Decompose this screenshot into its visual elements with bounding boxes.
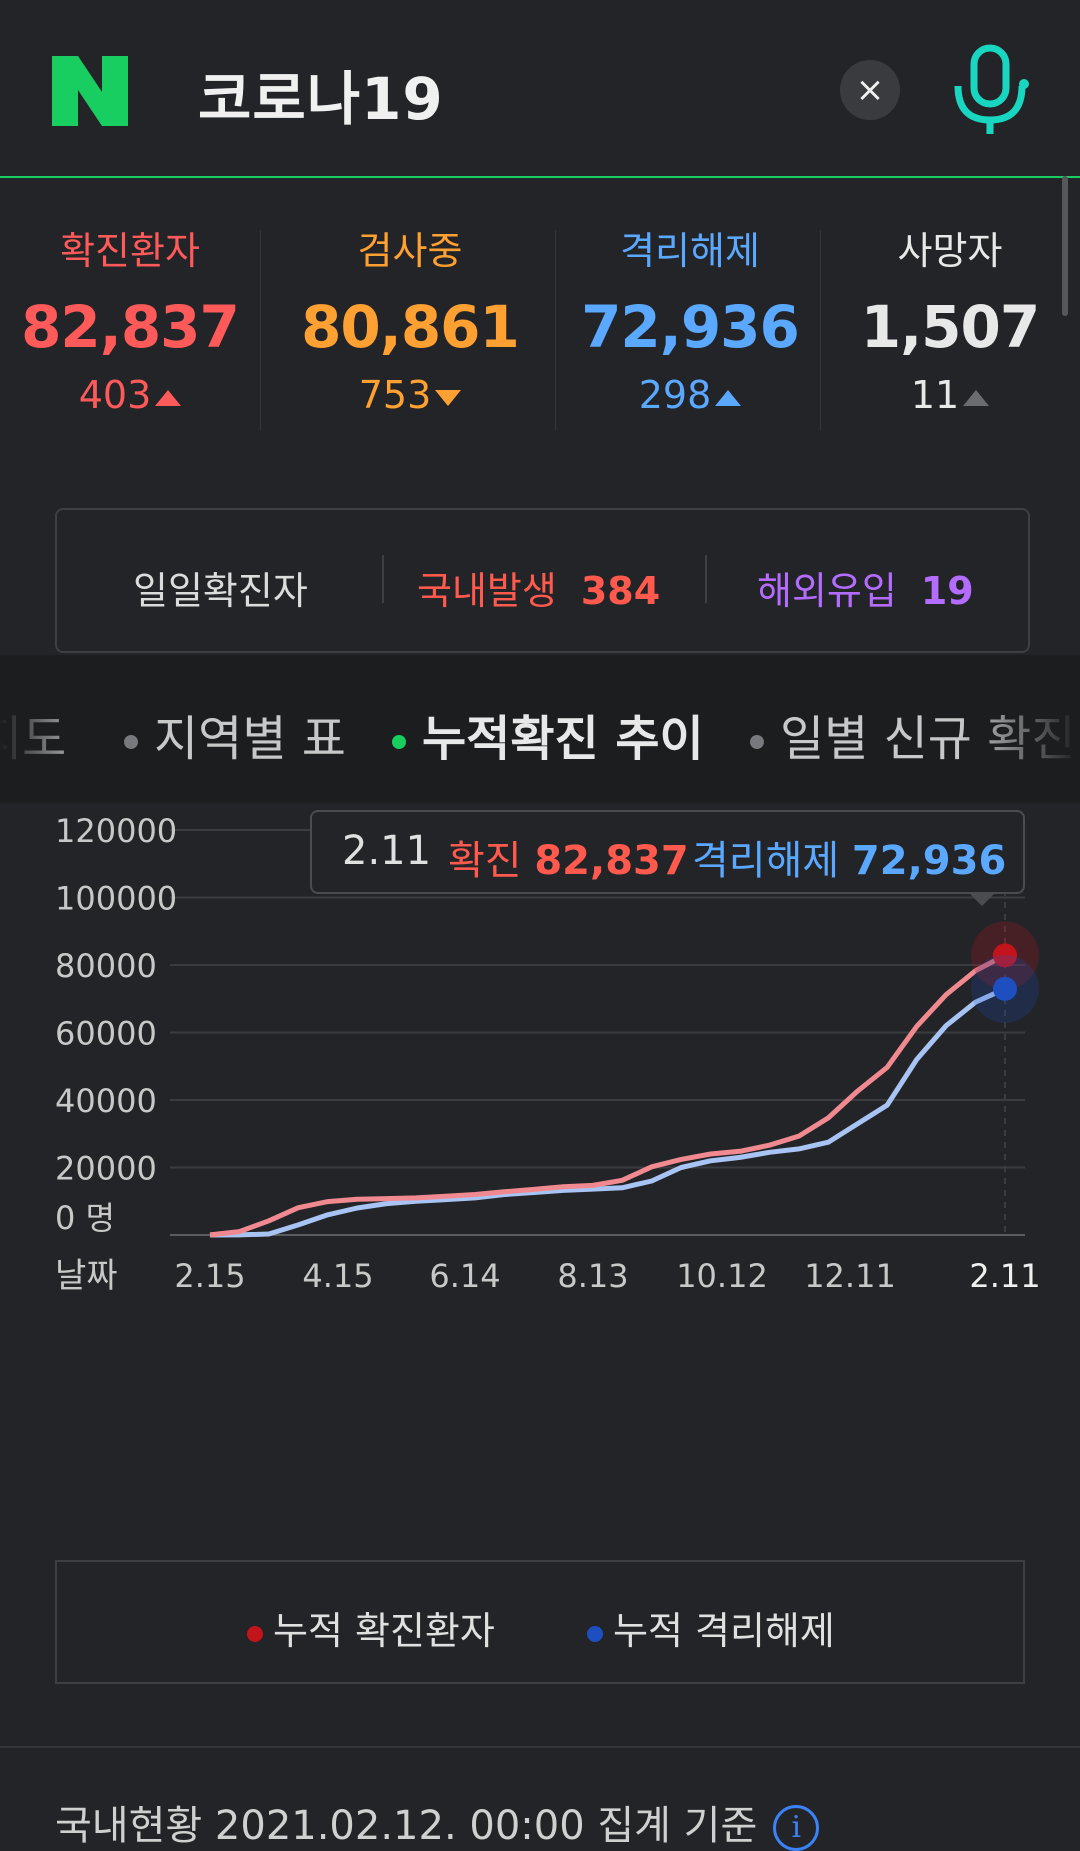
stat-confirmed[interactable]: 확진환자 82,837 403 [15,220,245,417]
stat-value: 72,936 [581,293,800,361]
stat-label: 검사중 [357,229,463,273]
series-line-released [209,986,1007,1238]
series-line-confirmed [209,953,1007,1238]
stat-delta: 753 [295,373,525,417]
y-tick-label: 100000 [55,880,177,918]
chart-svg[interactable]: 120000 100000 80000 60000 40000 20000 0 명날짜 2.1… [0,803,1080,1533]
scrollbar[interactable] [1062,176,1068,316]
y-tick-label: 120000 [55,812,177,850]
legend-item-confirmed[interactable]: 누적 확진환자 [247,1600,495,1655]
tooltip-arrow [968,892,996,906]
footer-status: 국내현황 2021.02.12. 00:00 집계 기준 i [55,1793,820,1851]
marker-point-confirmed[interactable] [993,943,1017,968]
tooltip-released: 격리해제 72,936 [692,838,1007,884]
stat-value: 80,861 [301,293,520,361]
x-tick-label: 8.13 [557,1257,628,1295]
tab-fade [0,655,90,803]
up-arrow-icon [155,389,182,406]
stats-row: 확진환자 82,837 403 검사중 80,861 753 격리해제 72,9… [0,220,1060,440]
stat-deaths[interactable]: 사망자 1,507 11 [835,220,1065,417]
x-tick-label: 2.15 [174,1257,245,1295]
legend-item-released[interactable]: 누적 격리해제 [587,1600,835,1655]
up-arrow-icon [715,389,742,406]
tab-fade [960,655,1080,803]
daily-title: 일일확진자 [133,569,308,613]
legend-dot [247,1625,263,1642]
tab-dot [124,735,138,749]
tab-cumulative-trend[interactable]: 누적확진 추이 [392,699,704,769]
divider [382,555,384,603]
stat-delta: 298 [575,373,805,417]
chart-tabs: 지도 지역별 표 누적확진 추이 일별 신규 확진 [0,655,1080,803]
tab-dot [750,735,764,749]
y-tick-label: 20000 [55,1150,157,1188]
x-tick-label: 4.15 [302,1257,373,1295]
daily-overseas: 해외유입 19 [757,569,974,613]
divider [705,555,707,603]
x-tick-label: 12.11 [804,1257,896,1295]
y-tick-label: 60000 [55,1015,157,1053]
y-tick-label: 0 명 [55,1199,115,1237]
naver-logo-icon[interactable] [52,56,128,126]
stat-delta: 403 [15,373,245,417]
stat-value: 82,837 [21,293,240,361]
x-tick-label: 10.12 [676,1257,768,1295]
y-tick-label: 40000 [55,1082,157,1120]
y-tick-label: 80000 [55,947,157,985]
divider [0,1746,1080,1748]
tab-dot [392,735,406,749]
stat-label: 사망자 [897,229,1003,273]
x-axis-label: 날짜 [55,1256,118,1296]
daily-confirmed-box: 일일확진자 국내발생 384 해외유입 19 [55,508,1030,653]
stat-label: 확진환자 [60,229,200,273]
tooltip-date: 2.11 [342,828,432,874]
x-tick-label: 6.14 [429,1257,500,1295]
stat-testing[interactable]: 검사중 80,861 753 [295,220,525,417]
stat-delta: 11 [835,373,1065,417]
divider [260,230,261,430]
divider [820,230,821,430]
up-arrow-icon [963,389,990,406]
stat-value: 1,507 [860,293,1040,361]
chart-tooltip: 2.11 확진 82,837 격리해제 72,936 [310,810,1025,894]
microphone-icon[interactable] [950,44,1030,136]
clear-search-button[interactable]: × [840,60,900,120]
search-header: 코로나19 × [0,0,1080,178]
info-icon[interactable]: i [773,1805,820,1851]
marker-point-released[interactable] [993,976,1017,1001]
stat-released[interactable]: 격리해제 72,936 298 [575,220,805,417]
daily-domestic: 국내발생 384 [417,569,661,613]
legend-dot [587,1625,603,1642]
down-arrow-icon [435,389,462,406]
x-tick-label: 2.11 [969,1257,1040,1295]
stat-label: 격리해제 [620,229,760,273]
chart-legend: 누적 확진환자 누적 격리해제 [55,1560,1025,1684]
tooltip-confirmed: 확진 82,837 [448,838,689,884]
divider [555,230,556,430]
search-query[interactable]: 코로나19 [198,65,444,133]
tab-region-table[interactable]: 지역별 표 [124,699,346,769]
